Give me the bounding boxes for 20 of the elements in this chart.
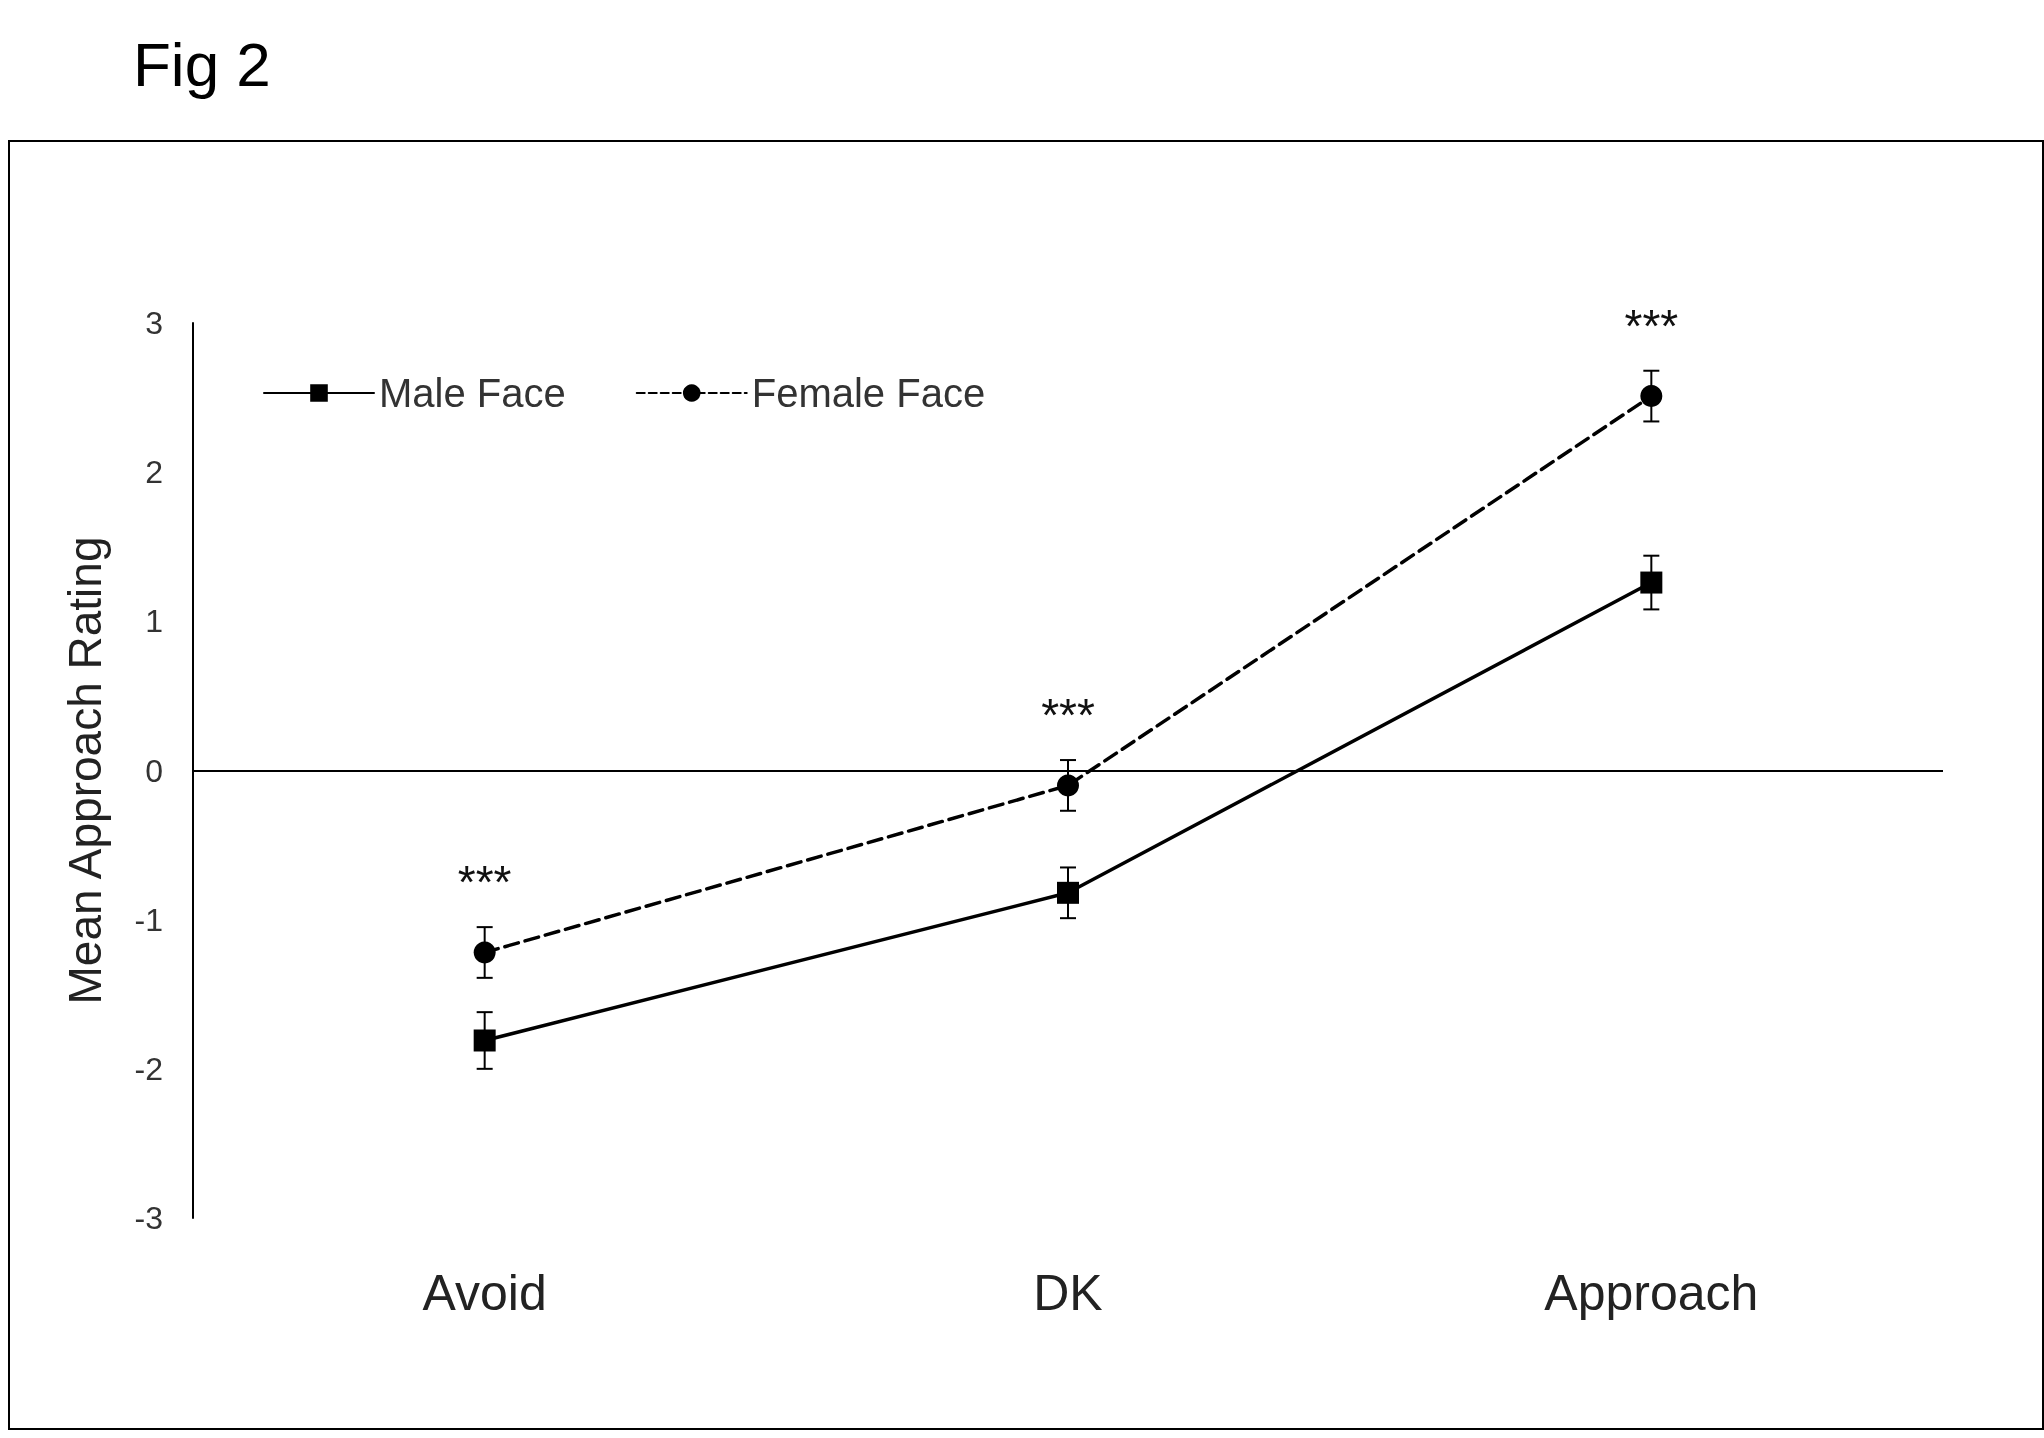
legend-label: Male Face	[379, 371, 566, 415]
x-tick-label: Approach	[1544, 1265, 1759, 1321]
y-tick-label: 0	[145, 752, 163, 789]
annotation: ***	[1041, 689, 1095, 742]
point	[473, 1029, 496, 1052]
point	[1640, 571, 1663, 594]
y-tick-label: -2	[134, 1050, 163, 1087]
annotation: ***	[457, 856, 512, 909]
y-tick-label: 2	[145, 454, 163, 491]
y-tick-label: -3	[134, 1200, 163, 1236]
x-tick-label: DK	[1033, 1265, 1103, 1321]
y-axis-title: Mean Approach Rating	[59, 536, 111, 1005]
x-tick-label: Avoid	[422, 1265, 547, 1321]
y-tick-label: 1	[145, 603, 163, 640]
y-tick-label: 3	[145, 305, 163, 341]
chart-title: Fig 2	[133, 29, 271, 99]
y-tick-label: -1	[134, 901, 163, 938]
legend-label: Female Face	[751, 371, 986, 415]
point	[1057, 881, 1079, 904]
annotation: ***	[1624, 299, 1679, 352]
